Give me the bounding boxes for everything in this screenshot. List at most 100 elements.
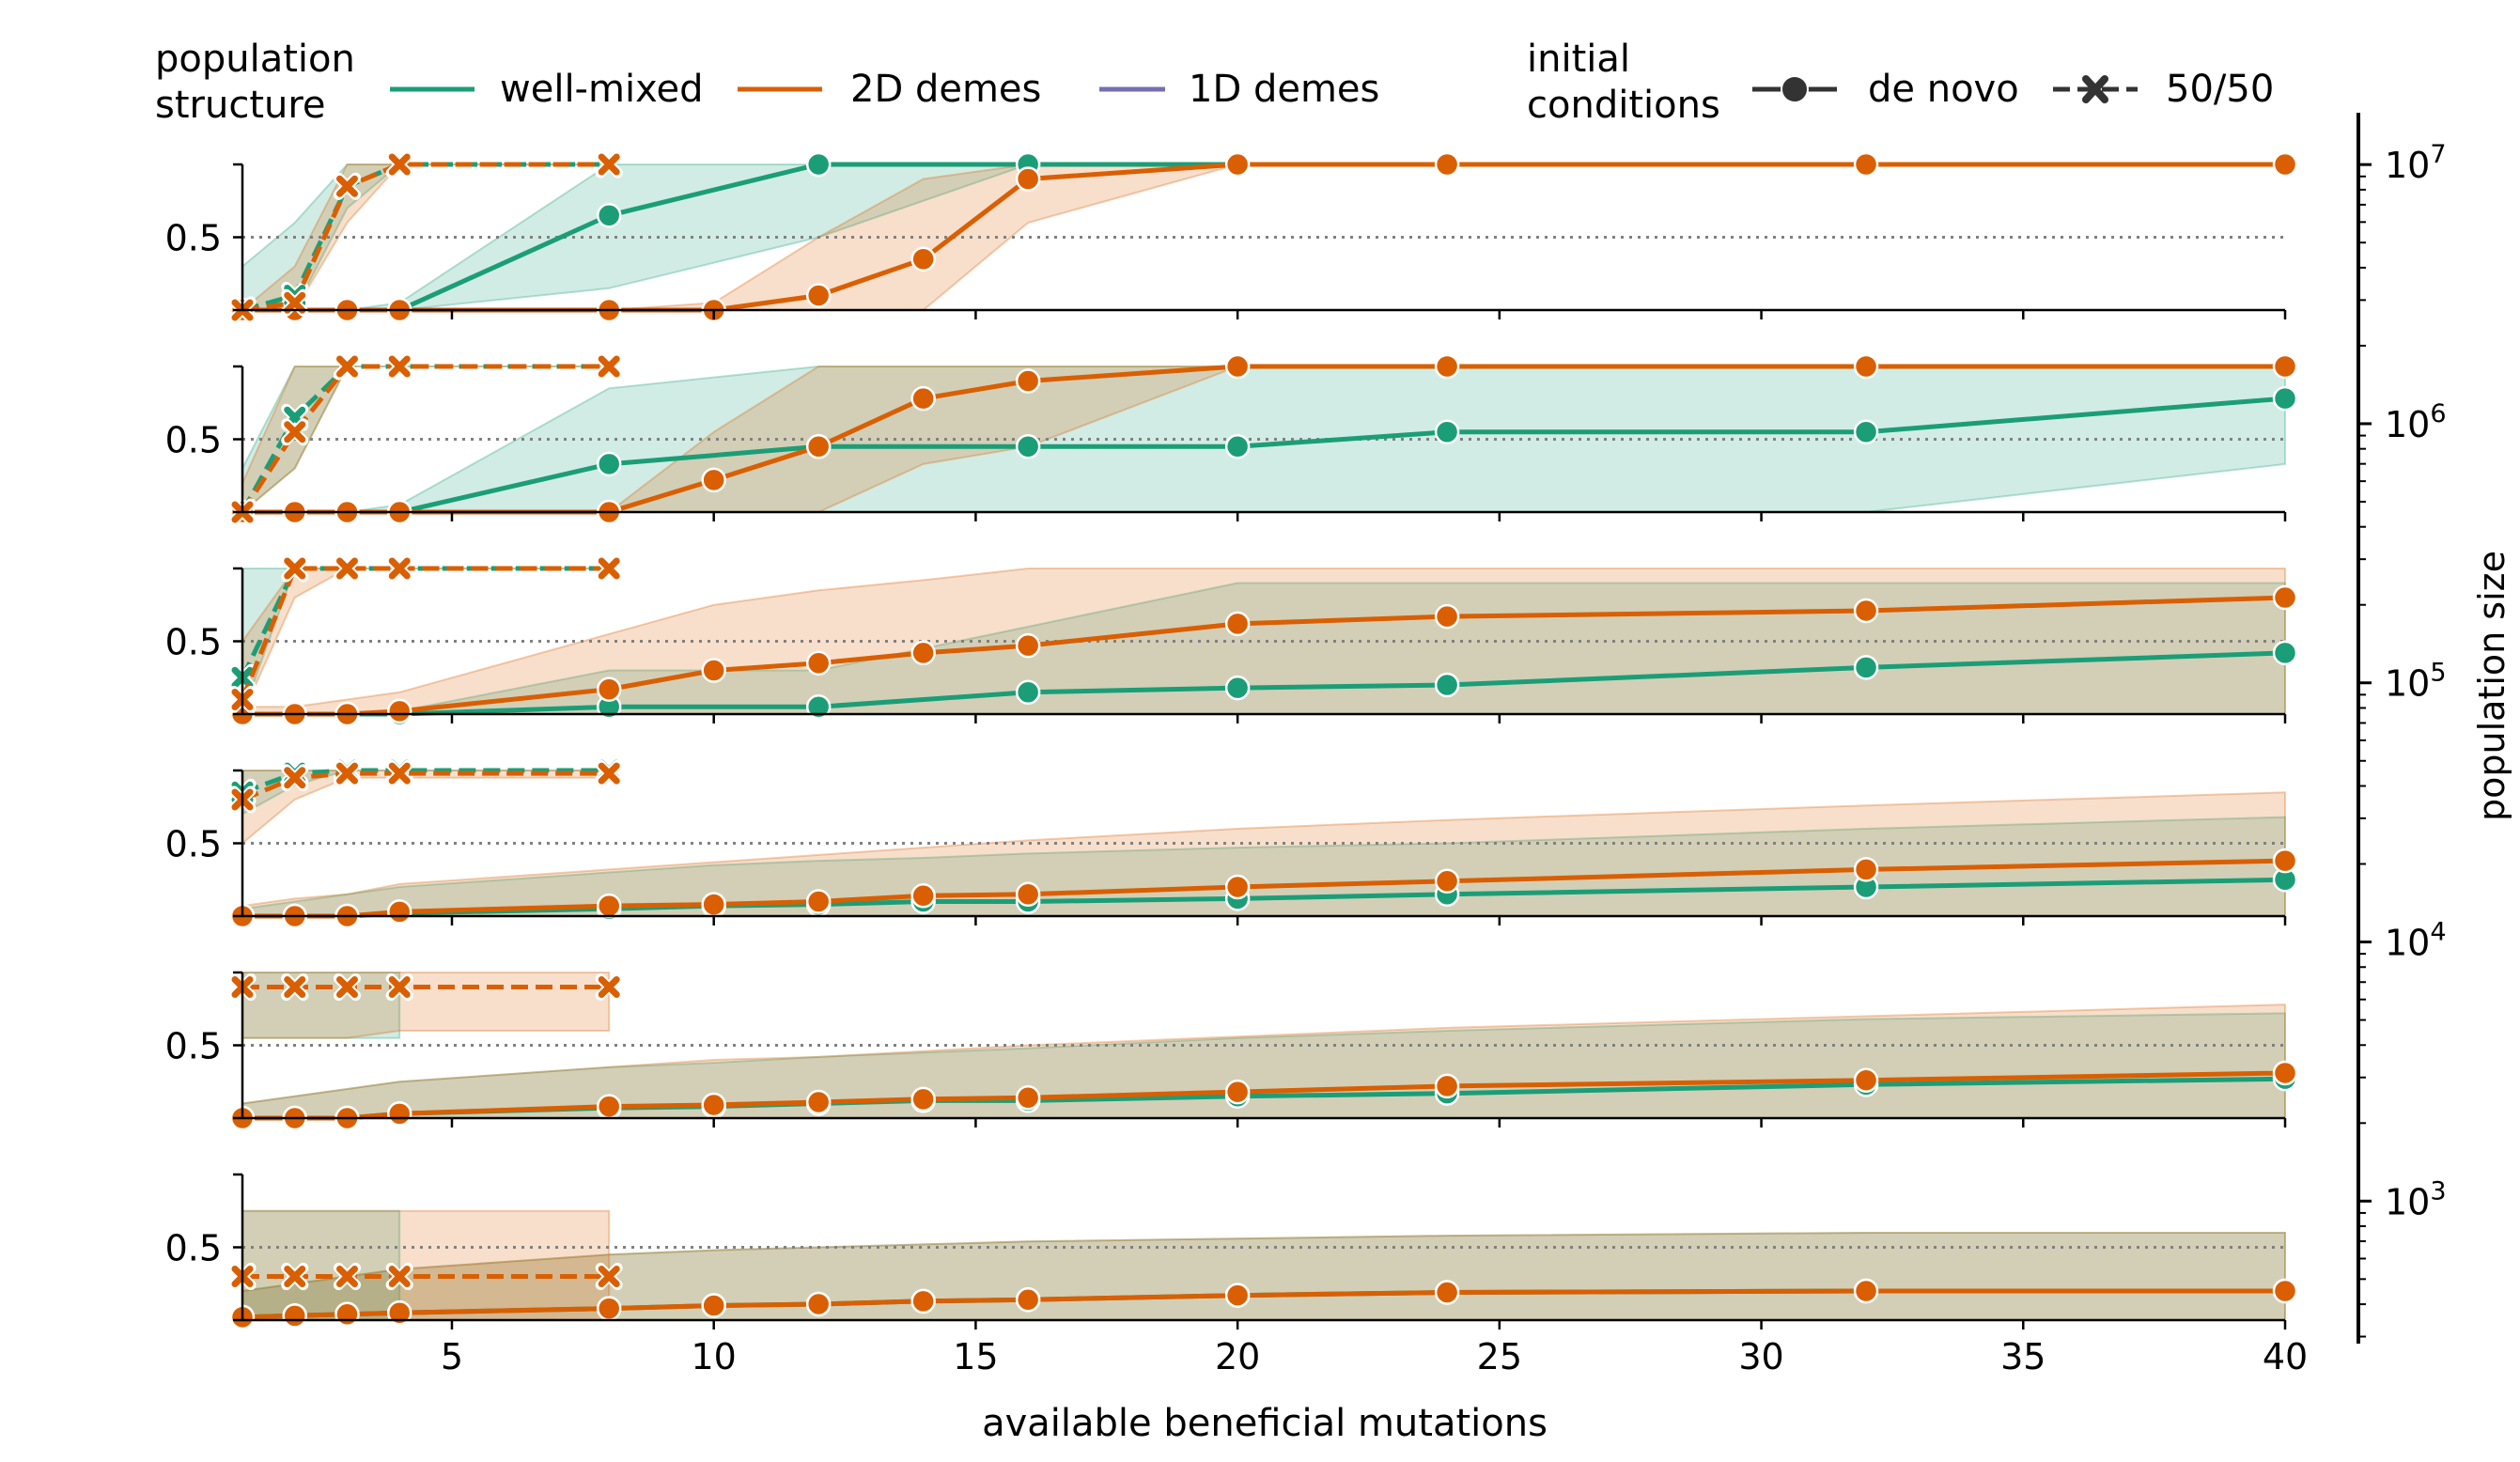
marker-circle-2d-demes-de-novo <box>910 1288 936 1314</box>
marker-circle-well-mixed-de-novo <box>1434 672 1460 698</box>
marker-x-2d-demes-50-50 <box>333 973 361 1001</box>
marker-circle-2d-demes-de-novo <box>1434 1280 1460 1305</box>
population-size-tick-label: 107 <box>2385 140 2447 186</box>
marker-x-2d-demes-50-50 <box>333 759 361 787</box>
marker-circle-2d-demes-de-novo <box>2272 1060 2298 1086</box>
legend-50-50-label: 50/50 <box>2166 68 2274 111</box>
panel-2: 0.5 <box>165 352 2298 526</box>
marker-circle-2d-demes-de-novo <box>334 1301 360 1328</box>
marker-x-2d-demes-50-50 <box>385 1263 413 1290</box>
marker-circle-well-mixed-de-novo <box>1015 679 1041 705</box>
marker-circle-2d-demes-de-novo <box>1853 857 1879 882</box>
legend-de-novo-swatch <box>1752 75 1837 103</box>
marker-circle-2d-demes-de-novo <box>1224 353 1251 380</box>
marker-x-2d-demes-50-50 <box>595 759 623 787</box>
marker-x-2d-demes-50-50 <box>333 1263 361 1290</box>
legend-conditions-title-line2: conditions <box>1527 84 1720 127</box>
marker-circle-2d-demes-de-novo <box>2272 848 2298 874</box>
y-tick-label: 0.5 <box>165 420 222 461</box>
panel-3: 0.5 <box>165 554 2298 727</box>
ci-band-2d-demes-50-50 <box>241 366 610 515</box>
x-axis: 5 10 15 20 25 30 35 40 <box>441 1336 2308 1377</box>
population-size-tick-label: 104 <box>2385 918 2447 964</box>
marker-circle-2d-demes-de-novo <box>596 677 622 702</box>
legend-2d-demes-label: 2D demes <box>850 68 1041 111</box>
x-tick-label: 30 <box>1738 1336 1783 1377</box>
marker-circle-2d-demes-de-novo <box>1015 166 1041 192</box>
marker-circle-2d-demes-de-novo <box>701 658 726 683</box>
marker-circle-2d-demes-de-novo <box>1853 151 1879 178</box>
marker-circle-2d-demes-de-novo <box>910 883 936 909</box>
marker-circle-2d-demes-de-novo <box>596 893 622 919</box>
y-tick-label: 0.5 <box>165 622 222 663</box>
marker-circle-well-mixed-de-novo <box>805 694 832 720</box>
marker-circle-2d-demes-de-novo <box>282 1303 307 1329</box>
population-size-tick-label: 103 <box>2385 1176 2447 1222</box>
marker-circle-2d-demes-de-novo <box>805 1291 832 1317</box>
marker-x-2d-demes-50-50 <box>595 973 623 1001</box>
marker-circle-2d-demes-de-novo <box>1224 1283 1251 1308</box>
marker-circle-2d-demes-de-novo <box>2272 584 2298 611</box>
marker-circle-2d-demes-de-novo <box>1224 874 1251 900</box>
x-tick-label: 40 <box>2263 1336 2308 1377</box>
marker-circle-2d-demes-de-novo <box>2272 151 2298 178</box>
marker-circle-2d-demes-de-novo <box>701 892 726 917</box>
marker-circle-2d-demes-de-novo <box>910 385 936 412</box>
panels: 0.5 0.5 0.5 0.5 0.5 0.5 <box>165 150 2298 1330</box>
marker-x-2d-demes-50-50 <box>281 764 309 792</box>
population-size-axis: 107 106 105 104 103 <box>2357 113 2447 1344</box>
legend-1d-demes-label: 1D demes <box>1189 68 1379 111</box>
marker-x-2d-demes-50-50 <box>385 150 413 179</box>
marker-circle-2d-demes-de-novo <box>1015 1287 1041 1313</box>
marker-circle-2d-demes-de-novo <box>805 889 832 914</box>
x-tick-label: 10 <box>692 1336 737 1377</box>
marker-circle-2d-demes-de-novo <box>2272 353 2298 380</box>
marker-circle-2d-demes-de-novo <box>910 1086 936 1112</box>
legend-structure-title-line2: structure <box>155 84 326 127</box>
marker-circle-2d-demes-de-novo <box>1224 611 1251 637</box>
legend-de-novo-label: de novo <box>1868 68 2019 111</box>
marker-circle-2d-demes-de-novo <box>1015 632 1041 659</box>
x-tick-label: 15 <box>953 1336 998 1377</box>
marker-circle-well-mixed-de-novo <box>596 203 622 228</box>
marker-x-2d-demes-50-50 <box>333 172 361 200</box>
x-axis-label: available beneficial mutations <box>982 1402 1548 1445</box>
marker-circle-2d-demes-de-novo <box>1434 868 1460 894</box>
marker-x-2d-demes-50-50 <box>385 554 413 583</box>
marker-circle-2d-demes-de-novo <box>386 1300 412 1326</box>
x-tick-label: 25 <box>1477 1336 1522 1377</box>
marker-circle-2d-demes-de-novo <box>386 698 412 724</box>
marker-x-2d-demes-50-50 <box>281 1263 309 1290</box>
marker-circle-well-mixed-de-novo <box>2272 640 2298 666</box>
marker-circle-2d-demes-de-novo <box>1434 1073 1460 1099</box>
panel-1: 0.5 <box>165 150 2298 324</box>
marker-circle-well-mixed-de-novo <box>1015 434 1041 459</box>
population-size-tick-label: 106 <box>2385 399 2447 445</box>
marker-x-2d-demes-50-50 <box>333 554 361 583</box>
marker-circle-well-mixed-de-novo <box>1434 419 1460 444</box>
ci-band-well-mixed-de-novo <box>242 163 2285 311</box>
marker-x-2d-demes-50-50 <box>595 554 623 583</box>
marker-x-2d-demes-50-50 <box>281 554 309 583</box>
marker-circle-2d-demes-de-novo <box>1853 598 1879 624</box>
marker-circle-2d-demes-de-novo <box>386 1101 412 1127</box>
marker-circle-2d-demes-de-novo <box>1224 1079 1251 1105</box>
population-size-axis-label: population size <box>2471 551 2512 821</box>
marker-circle-2d-demes-de-novo <box>701 1092 726 1118</box>
legend: population structure well-mixed 2D demes… <box>155 38 2274 127</box>
ci-band-2d-demes-50-50 <box>240 163 610 311</box>
marker-circle-2d-demes-de-novo <box>1434 353 1460 380</box>
marker-circle-well-mixed-de-novo <box>1853 655 1879 680</box>
marker-circle-2d-demes-de-novo <box>1853 1278 1879 1304</box>
legend-structure-title-line1: population <box>155 38 355 81</box>
marker-circle-2d-demes-de-novo <box>910 640 936 666</box>
marker-circle-well-mixed-de-novo <box>1224 675 1251 701</box>
panel-6: 0.5 <box>165 1173 2298 1330</box>
marker-circle-2d-demes-de-novo <box>701 1293 726 1318</box>
marker-x-2d-demes-50-50 <box>333 352 361 381</box>
y-tick-label: 0.5 <box>165 824 222 865</box>
marker-circle-2d-demes-de-novo <box>805 1089 832 1115</box>
population-size-tick-label: 105 <box>2385 659 2447 705</box>
marker-x-2d-demes-50-50 <box>281 418 309 446</box>
